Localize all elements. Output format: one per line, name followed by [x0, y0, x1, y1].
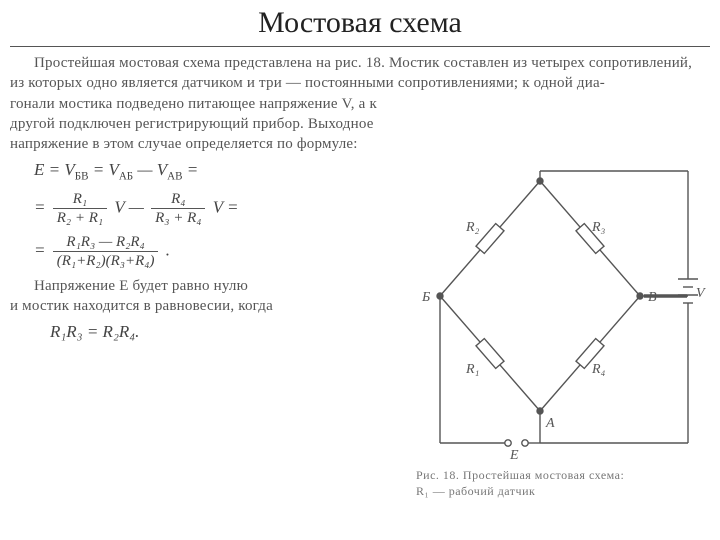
svg-text:Б: Б	[421, 290, 430, 305]
svg-text:R₃: R₃	[591, 220, 606, 235]
diagram-region: R₂R₃R₁R₄БВAEV Рис. 18. Простейшая мостов…	[410, 161, 710, 499]
bridge-diagram: R₂R₃R₁R₄БВAEV	[410, 161, 710, 461]
svg-text:R₁: R₁	[465, 362, 479, 377]
eq1-part3: — V	[133, 160, 167, 179]
paragraph-1b: гонали мостика подведено питающее напряж…	[10, 94, 405, 155]
caption-line2: R₁ — рабочий датчик	[416, 484, 535, 498]
equation-1: E = VБВ = VАБ — VАВ =	[34, 160, 405, 184]
eq2-frac2-num: R₄	[151, 190, 205, 209]
bridge-svg: R₂R₃R₁R₄БВAEV	[410, 161, 710, 461]
eq2-frac2-den: R₃ + R₄	[151, 209, 205, 227]
paragraph-1a: Простейшая мостовая схема представлена н…	[10, 53, 710, 94]
equation-2: = R₁ R₂ + R₁ V — R₄ R₃ + R₄ V =	[34, 190, 405, 227]
eq2-frac1-num: R₁	[53, 190, 107, 209]
page-title: Мостовая схема	[0, 0, 720, 44]
eq2-frac1: R₁ R₂ + R₁	[53, 190, 107, 227]
eq2-mid: V —	[114, 197, 148, 216]
eq3-num: R₁R₃ — R₂R₄	[53, 233, 159, 252]
svg-text:R₄: R₄	[591, 362, 606, 377]
eq3-prefix: =	[34, 240, 50, 259]
text-column: гонали мостика подведено питающее напряж…	[10, 94, 405, 297]
svg-text:A: A	[545, 416, 555, 431]
paragraph-2a: Напряжение E будет равно нулю	[10, 276, 405, 296]
eq2-frac1-den: R₂ + R₁	[53, 209, 107, 227]
eq3-frac: R₁R₃ — R₂R₄ (R₁+R₂)(R₃+R₄)	[53, 233, 159, 270]
caption-line1: Рис. 18. Простейшая мостовая схема:	[416, 468, 624, 482]
eq2-frac2: R₄ R₃ + R₄	[151, 190, 205, 227]
eq1-part1: E = V	[34, 160, 75, 179]
eq2-prefix: =	[34, 197, 50, 216]
eq1-part2: = V	[88, 160, 118, 179]
title-rule	[10, 46, 710, 47]
svg-text:R₂: R₂	[465, 220, 480, 235]
body: Простейшая мостовая схема представлена н…	[0, 53, 720, 343]
eq2-suffix: V =	[213, 197, 239, 216]
eq1-sub2: АБ	[119, 171, 133, 183]
eq1-sub1: БВ	[75, 171, 89, 183]
figure-caption: Рис. 18. Простейшая мостовая схема: R₁ —…	[410, 467, 710, 499]
eq1-end: =	[183, 160, 199, 179]
eq3-suffix: .	[166, 240, 170, 259]
eq3-den: (R₁+R₂)(R₃+R₄)	[53, 252, 159, 270]
page: Мостовая схема Простейшая мостовая схема…	[0, 0, 720, 540]
svg-text:V: V	[696, 286, 706, 301]
svg-text:E: E	[509, 448, 519, 461]
equation-3: = R₁R₃ — R₂R₄ (R₁+R₂)(R₃+R₄) .	[34, 233, 405, 270]
eq1-sub3: АВ	[167, 171, 182, 183]
